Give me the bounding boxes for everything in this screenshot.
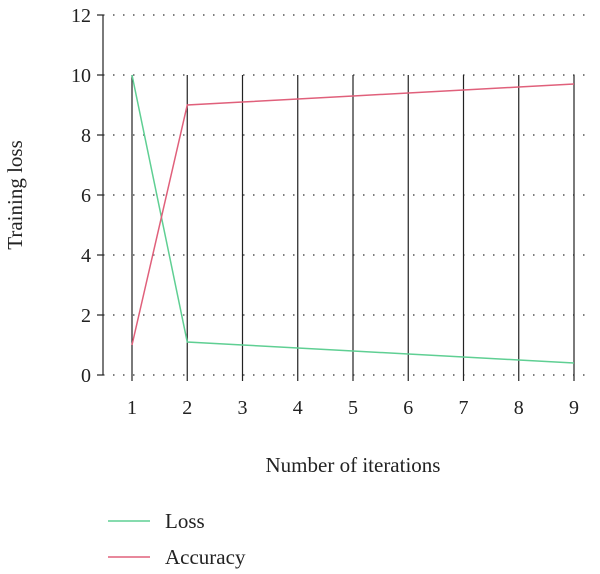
x-tick-label: 2 (182, 397, 192, 419)
series-lines (131, 74, 575, 364)
x-tick-label: 8 (514, 397, 524, 419)
x-axis-title: Number of iterations (266, 453, 441, 477)
series-line-accuracy (131, 83, 575, 346)
vertical-tick-lines (131, 75, 575, 381)
x-tick-label: 1 (127, 397, 137, 419)
x-tick-label: 7 (459, 397, 469, 419)
y-tick-label: 0 (81, 365, 91, 387)
y-tick-label: 8 (81, 125, 91, 147)
x-tick-label: 9 (569, 397, 579, 419)
legend-label-loss: Loss (165, 509, 205, 533)
legend: Loss Accuracy (108, 509, 246, 569)
legend-label-accuracy: Accuracy (165, 545, 246, 569)
y-tick-label: 4 (81, 245, 91, 267)
y-tick-label: 12 (71, 5, 91, 27)
x-tick-label: 5 (348, 397, 358, 419)
x-tick-label: 4 (293, 397, 303, 419)
y-axis-title: Training loss (3, 140, 27, 250)
x-axis-ticks: 1 2 3 4 5 6 7 8 9 (127, 397, 579, 419)
y-axis-ticks: 0 2 4 6 8 10 12 (71, 5, 103, 387)
series-line-loss (131, 74, 575, 364)
x-tick-label: 3 (238, 397, 248, 419)
y-tick-label: 10 (71, 65, 91, 87)
grid-lines (103, 14, 590, 376)
y-tick-label: 2 (81, 305, 91, 327)
y-tick-label: 6 (81, 185, 91, 207)
x-tick-label: 6 (403, 397, 413, 419)
